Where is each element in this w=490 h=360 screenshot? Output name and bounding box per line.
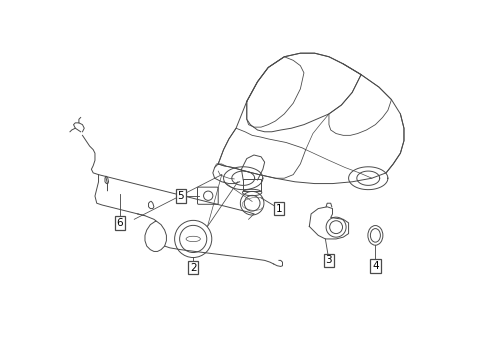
Text: 1: 1 xyxy=(275,203,282,213)
Text: 2: 2 xyxy=(190,262,196,273)
Text: 6: 6 xyxy=(117,218,123,228)
Text: 5: 5 xyxy=(177,191,184,201)
Text: 4: 4 xyxy=(372,261,379,271)
Text: 3: 3 xyxy=(326,255,332,265)
Bar xyxy=(243,179,261,191)
